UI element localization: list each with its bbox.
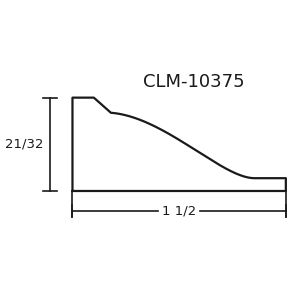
Text: 21/32: 21/32 xyxy=(5,138,44,151)
Text: 1 1/2: 1 1/2 xyxy=(162,204,196,218)
Text: CLM-10375: CLM-10375 xyxy=(142,74,244,92)
